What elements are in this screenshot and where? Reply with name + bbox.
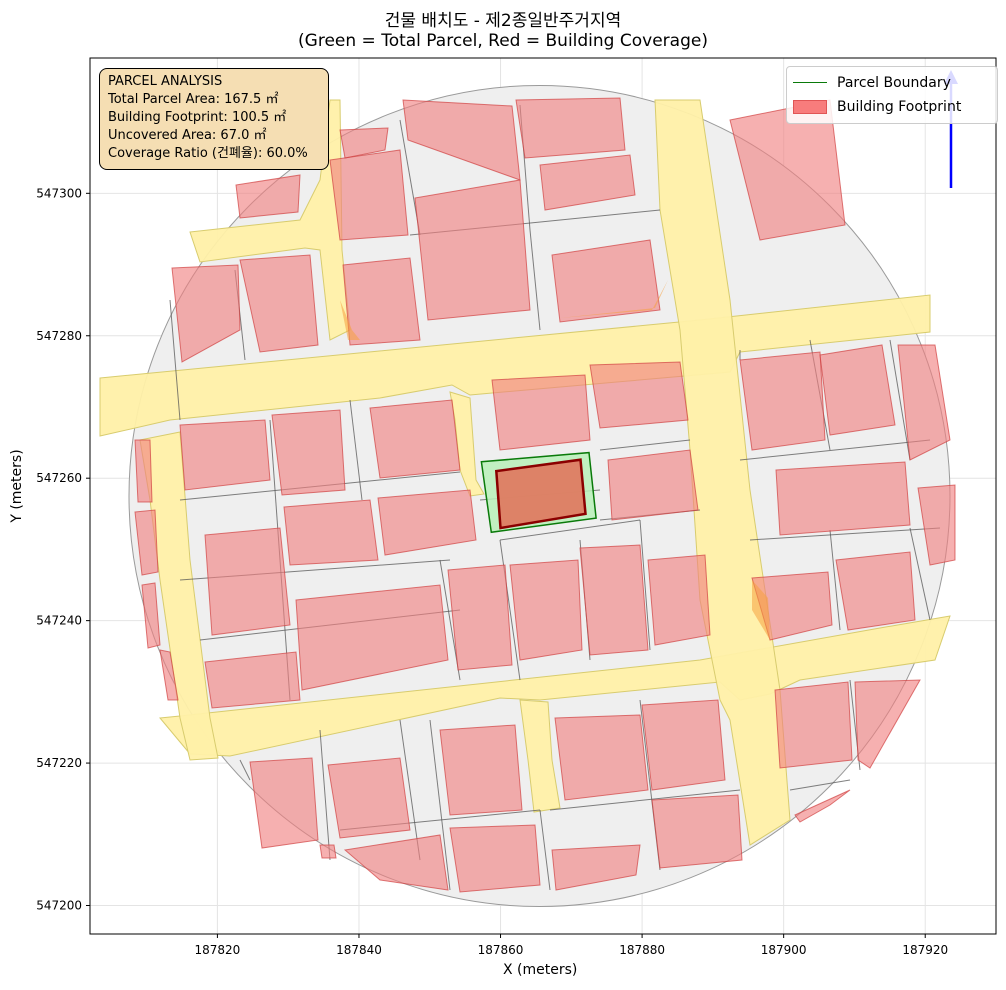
y-tick-label: 547220 — [36, 756, 82, 770]
building — [342, 257, 421, 346]
building — [551, 844, 641, 891]
building — [515, 97, 626, 159]
building — [439, 724, 523, 816]
target-building[interactable] — [494, 458, 587, 530]
building — [917, 484, 956, 566]
building-fill-swatch — [793, 100, 827, 114]
building — [327, 757, 411, 839]
legend-item-parcel: Parcel Boundary — [793, 71, 991, 95]
building — [589, 361, 689, 429]
building — [775, 461, 911, 536]
y-axis-label: Y (meters) — [9, 449, 25, 523]
building — [159, 649, 179, 701]
x-tick-label: 187900 — [761, 943, 807, 957]
x-tick-label: 187920 — [902, 943, 948, 957]
overlap-patches — [340, 280, 770, 640]
x-axis-label: X (meters) — [503, 962, 578, 978]
map-subtitle: (Green = Total Parcel, Red = Building Co… — [298, 31, 708, 51]
info-heading: PARCEL ANALYSIS — [108, 74, 223, 89]
building — [283, 499, 379, 566]
building — [249, 757, 319, 849]
building — [377, 489, 477, 556]
building — [819, 344, 896, 436]
axes-frame — [89, 57, 997, 935]
building — [579, 544, 649, 656]
legend: Parcel Boundary Building Footprint — [786, 66, 998, 124]
building — [343, 834, 449, 891]
axis-ticks: 187820 187840 187860 187880 187900 187920 5472… — [36, 186, 948, 957]
building — [897, 344, 951, 461]
building — [204, 651, 301, 709]
building — [774, 681, 853, 769]
x-tick-label: 187820 — [195, 943, 241, 957]
x-tick-label: 187880 — [619, 943, 665, 957]
building — [835, 551, 916, 631]
building — [607, 449, 699, 521]
building — [414, 179, 531, 321]
building — [239, 254, 319, 353]
building — [339, 127, 389, 159]
building — [134, 509, 159, 576]
x-tick-label: 187840 — [336, 943, 382, 957]
y-tick-label: 547300 — [36, 186, 82, 200]
road-network — [99, 99, 951, 846]
building — [271, 409, 346, 496]
building-footprints — [134, 97, 956, 893]
building — [447, 564, 513, 671]
info-footprint: Building Footprint: 100.5 ㎡ — [108, 110, 287, 125]
legend-label-building: Building Footprint — [837, 99, 962, 115]
building — [509, 559, 583, 661]
road-vertical-right — [654, 99, 791, 846]
building — [369, 399, 461, 479]
map-layer — [99, 70, 958, 907]
building — [295, 584, 449, 691]
info-coverage: Coverage Ratio (건폐율): 60.0% — [108, 146, 308, 161]
building — [651, 794, 743, 869]
building — [179, 419, 271, 491]
y-tick-label: 547280 — [36, 329, 82, 343]
building — [235, 174, 301, 219]
road-center-lower — [519, 699, 561, 813]
building — [171, 264, 241, 363]
parcel-line-swatch — [793, 76, 827, 90]
legend-label-parcel: Parcel Boundary — [837, 75, 951, 91]
building — [329, 149, 409, 241]
map-title: 건물 배치도 - 제2종일반주거지역 — [384, 11, 622, 31]
info-uncovered: Uncovered Area: 67.0 ㎡ — [108, 128, 267, 143]
building — [794, 789, 851, 823]
y-tick-label: 547200 — [36, 899, 82, 913]
info-total-area: Total Parcel Area: 167.5 ㎡ — [108, 92, 279, 107]
building — [204, 527, 291, 636]
building — [854, 679, 921, 769]
parcel-analysis-box: PARCEL ANALYSIS Total Parcel Area: 167.5… — [99, 68, 329, 170]
road-center-stub — [449, 391, 485, 497]
building — [641, 699, 726, 791]
building — [134, 439, 153, 503]
building — [739, 351, 826, 451]
building — [141, 582, 161, 649]
y-tick-label: 547260 — [36, 471, 82, 485]
building — [551, 239, 661, 323]
y-tick-label: 547240 — [36, 614, 82, 628]
building — [539, 154, 636, 211]
building — [491, 374, 591, 451]
building — [554, 714, 649, 801]
building — [319, 844, 337, 859]
x-tick-label: 187860 — [478, 943, 524, 957]
building — [647, 554, 711, 646]
building — [449, 824, 541, 893]
legend-item-building: Building Footprint — [793, 95, 991, 119]
